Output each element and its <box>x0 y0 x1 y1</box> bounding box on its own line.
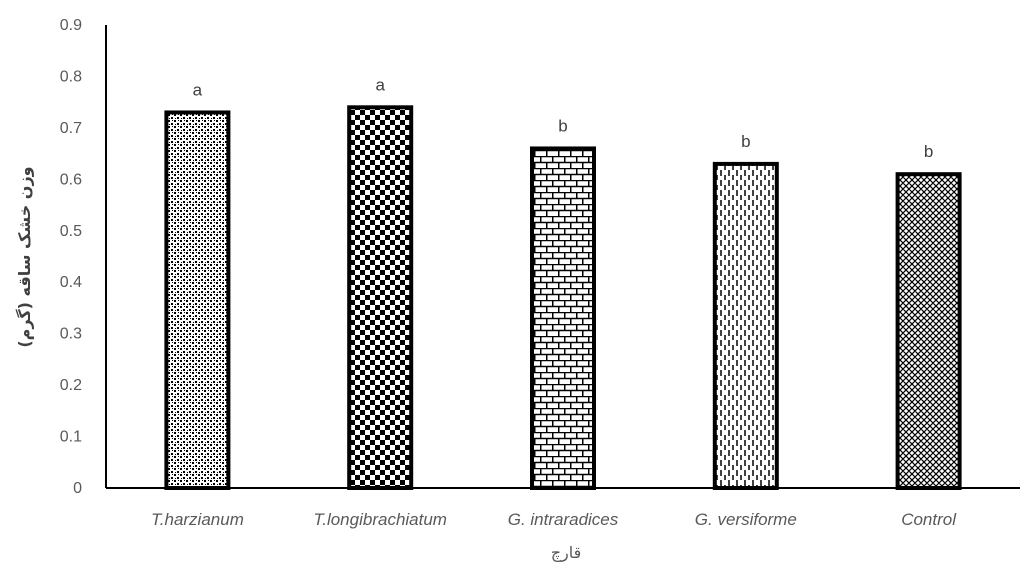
y-axis-ticks: 0 0.1 0.2 0.3 0.4 0.5 0.6 0.7 0.8 0.9 <box>60 17 82 497</box>
x-category-label-5: Control <box>901 510 957 529</box>
y-tick-label: 0.2 <box>60 377 82 394</box>
significance-label-4: b <box>741 132 750 151</box>
y-tick-label: 0.3 <box>60 326 82 343</box>
x-category-label-3: G. intraradices <box>508 510 619 529</box>
y-tick-label: 0.8 <box>60 68 82 85</box>
significance-label-1: a <box>193 80 203 99</box>
y-tick-label: 0.5 <box>60 223 82 240</box>
x-category-label-4: G. versiforme <box>695 510 797 529</box>
significance-label-2: a <box>375 75 385 94</box>
bar-4 <box>712 161 779 490</box>
bar-5 <box>895 172 962 490</box>
x-axis-title: قارچ <box>551 543 582 563</box>
y-tick-label: 0.6 <box>60 171 82 188</box>
y-tick-label: 0.1 <box>60 429 82 446</box>
bar-1 <box>164 110 231 490</box>
x-category-label-1: T.harzianum <box>151 510 244 529</box>
significance-label-3: b <box>558 116 567 135</box>
significance-label-5: b <box>924 142 933 161</box>
y-tick-label: 0.4 <box>60 274 82 291</box>
bars <box>164 105 962 491</box>
x-axis-category-labels: T.harzianum T.longibrachiatum G. intraradi… <box>151 510 957 529</box>
y-tick-label: 0 <box>73 480 82 497</box>
bar-3 <box>530 146 596 490</box>
bar-2 <box>347 105 414 491</box>
x-category-label-2: T.longibrachiatum <box>313 510 447 529</box>
y-tick-label: 0.7 <box>60 120 82 137</box>
significance-labels: a a b b b <box>193 75 934 161</box>
y-tick-label: 0.9 <box>60 17 82 34</box>
y-axis-title: وزن خشک ساقه (گرم) <box>15 166 34 347</box>
